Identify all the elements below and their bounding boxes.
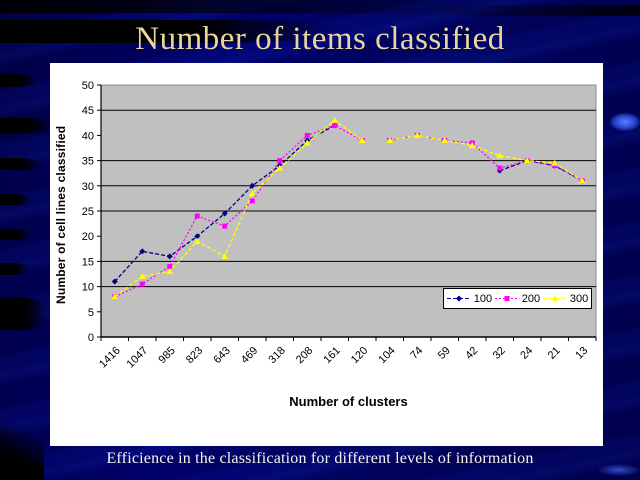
series-marker-square: [497, 165, 503, 171]
series-marker-square: [304, 132, 310, 138]
x-tick-label: 1416: [97, 345, 123, 371]
bg-streak-top-right: [380, 5, 640, 16]
y-tick-label: 20: [82, 231, 94, 243]
line-chart: 0 5 10 15 20 25 30 35 40 45 50 1416 1047 985 823 643 469…: [82, 80, 597, 371]
bg-wedge-2: [0, 118, 56, 133]
bg-wedge-7: [0, 297, 48, 330]
x-tick-label: 985: [156, 345, 177, 366]
series-marker-diamond: [139, 248, 146, 255]
x-tick-label: 32: [491, 345, 508, 362]
series-marker-triangle: [496, 152, 504, 159]
legend-swatch: [494, 296, 519, 301]
bg-wedge-6: [0, 263, 30, 275]
x-tick-label: 21: [546, 345, 563, 362]
y-axis-title: Number of cell lines classified: [54, 125, 68, 305]
bg-wedge-1: [0, 74, 38, 87]
y-tick-label: 0: [88, 332, 94, 344]
bg-wedge-5: [0, 229, 32, 240]
x-tick-label: 823: [184, 345, 205, 366]
y-tick-label: 35: [82, 156, 94, 168]
x-tick-label: 74: [408, 345, 425, 362]
series-marker-triangle: [276, 164, 284, 171]
y-tick-label: 5: [88, 307, 94, 319]
x-tick-label: 643: [211, 345, 232, 366]
series-marker-triangle: [468, 142, 476, 149]
series-marker-triangle: [441, 137, 449, 144]
series-marker-triangle: [358, 137, 366, 144]
x-axis-title: Number of clusters: [289, 394, 408, 409]
legend-swatch: [446, 295, 471, 302]
series-marker-triangle: [193, 237, 201, 244]
y-tick-label: 25: [82, 206, 94, 218]
series-marker-triangle: [248, 189, 256, 196]
series-marker-triangle: [523, 157, 531, 164]
x-tick-label: 104: [376, 345, 397, 366]
series-marker-triangle: [551, 159, 559, 166]
y-tick-label: 30: [82, 181, 94, 193]
series-line-300: [114, 119, 363, 298]
series-marker-square: [194, 213, 200, 219]
y-tick-label: 45: [82, 105, 94, 117]
series-marker-triangle: [578, 177, 586, 184]
legend-label: 300: [569, 292, 589, 305]
x-tick-label: 24: [518, 345, 535, 362]
y-tick-label: 10: [82, 282, 94, 294]
bg-wedge-4: [0, 194, 32, 205]
series-marker-square: [277, 158, 283, 164]
y-tick-label: 40: [82, 130, 94, 142]
bg-blue-glint-bottom: [598, 464, 640, 476]
series-line-200: [114, 124, 363, 298]
legend-entry-200: 200: [494, 292, 541, 305]
bg-blue-glint-right: [610, 113, 640, 131]
legend-entry-300: 300: [542, 292, 589, 305]
series-marker-triangle: [386, 137, 394, 144]
legend-label: 100: [473, 292, 493, 305]
series-marker-square: [139, 281, 145, 287]
x-tick-label: 469: [239, 345, 260, 366]
y-tick-label: 15: [82, 256, 94, 268]
series-marker-triangle: [413, 132, 421, 138]
series-marker-square: [222, 223, 228, 229]
legend-entry-100: 100: [446, 292, 493, 305]
bg-wedge-3: [0, 158, 42, 170]
series-line-300: [389, 134, 583, 182]
x-tick-label: 318: [266, 345, 287, 366]
series-marker-square: [332, 122, 338, 128]
series-marker-diamond: [221, 210, 228, 217]
series-marker-triangle: [303, 139, 311, 146]
series-marker-diamond: [166, 253, 173, 260]
x-tick-label: 42: [463, 345, 480, 362]
series-marker-diamond: [111, 278, 118, 285]
x-tick-label: 13: [573, 345, 590, 362]
series-marker-diamond: [194, 233, 201, 240]
bg-blob-bottom-left: [0, 426, 44, 480]
y-tick-label: 50: [82, 80, 94, 92]
x-tick-label: 208: [294, 345, 315, 366]
legend-label: 200: [521, 292, 541, 305]
chart-legend: 100 200 300: [443, 288, 592, 309]
bg-streak-top-2: [0, 20, 360, 43]
series-marker-diamond: [496, 167, 503, 174]
slide-caption: Efficience in the classification for dif…: [106, 450, 534, 467]
x-tick-label: 1047: [125, 345, 151, 371]
series-marker-triangle: [221, 252, 229, 259]
slide-title: Number of items classified: [135, 21, 505, 57]
series-marker-square: [167, 263, 173, 269]
x-tick-label: 161: [321, 345, 342, 366]
series-marker-triangle: [331, 116, 339, 123]
series-marker-triangle: [138, 273, 146, 280]
series-marker-square: [249, 198, 255, 204]
chart-container: 0 5 10 15 20 25 30 35 40 45 50 1416 1047 985 823 643 469…: [50, 63, 603, 446]
legend-swatch: [542, 295, 567, 302]
x-tick-label: 120: [349, 345, 370, 366]
series-marker-triangle: [111, 293, 119, 300]
series-marker-diamond: [249, 182, 256, 189]
series-marker-triangle: [166, 268, 174, 275]
x-tick-label: 59: [436, 345, 453, 362]
